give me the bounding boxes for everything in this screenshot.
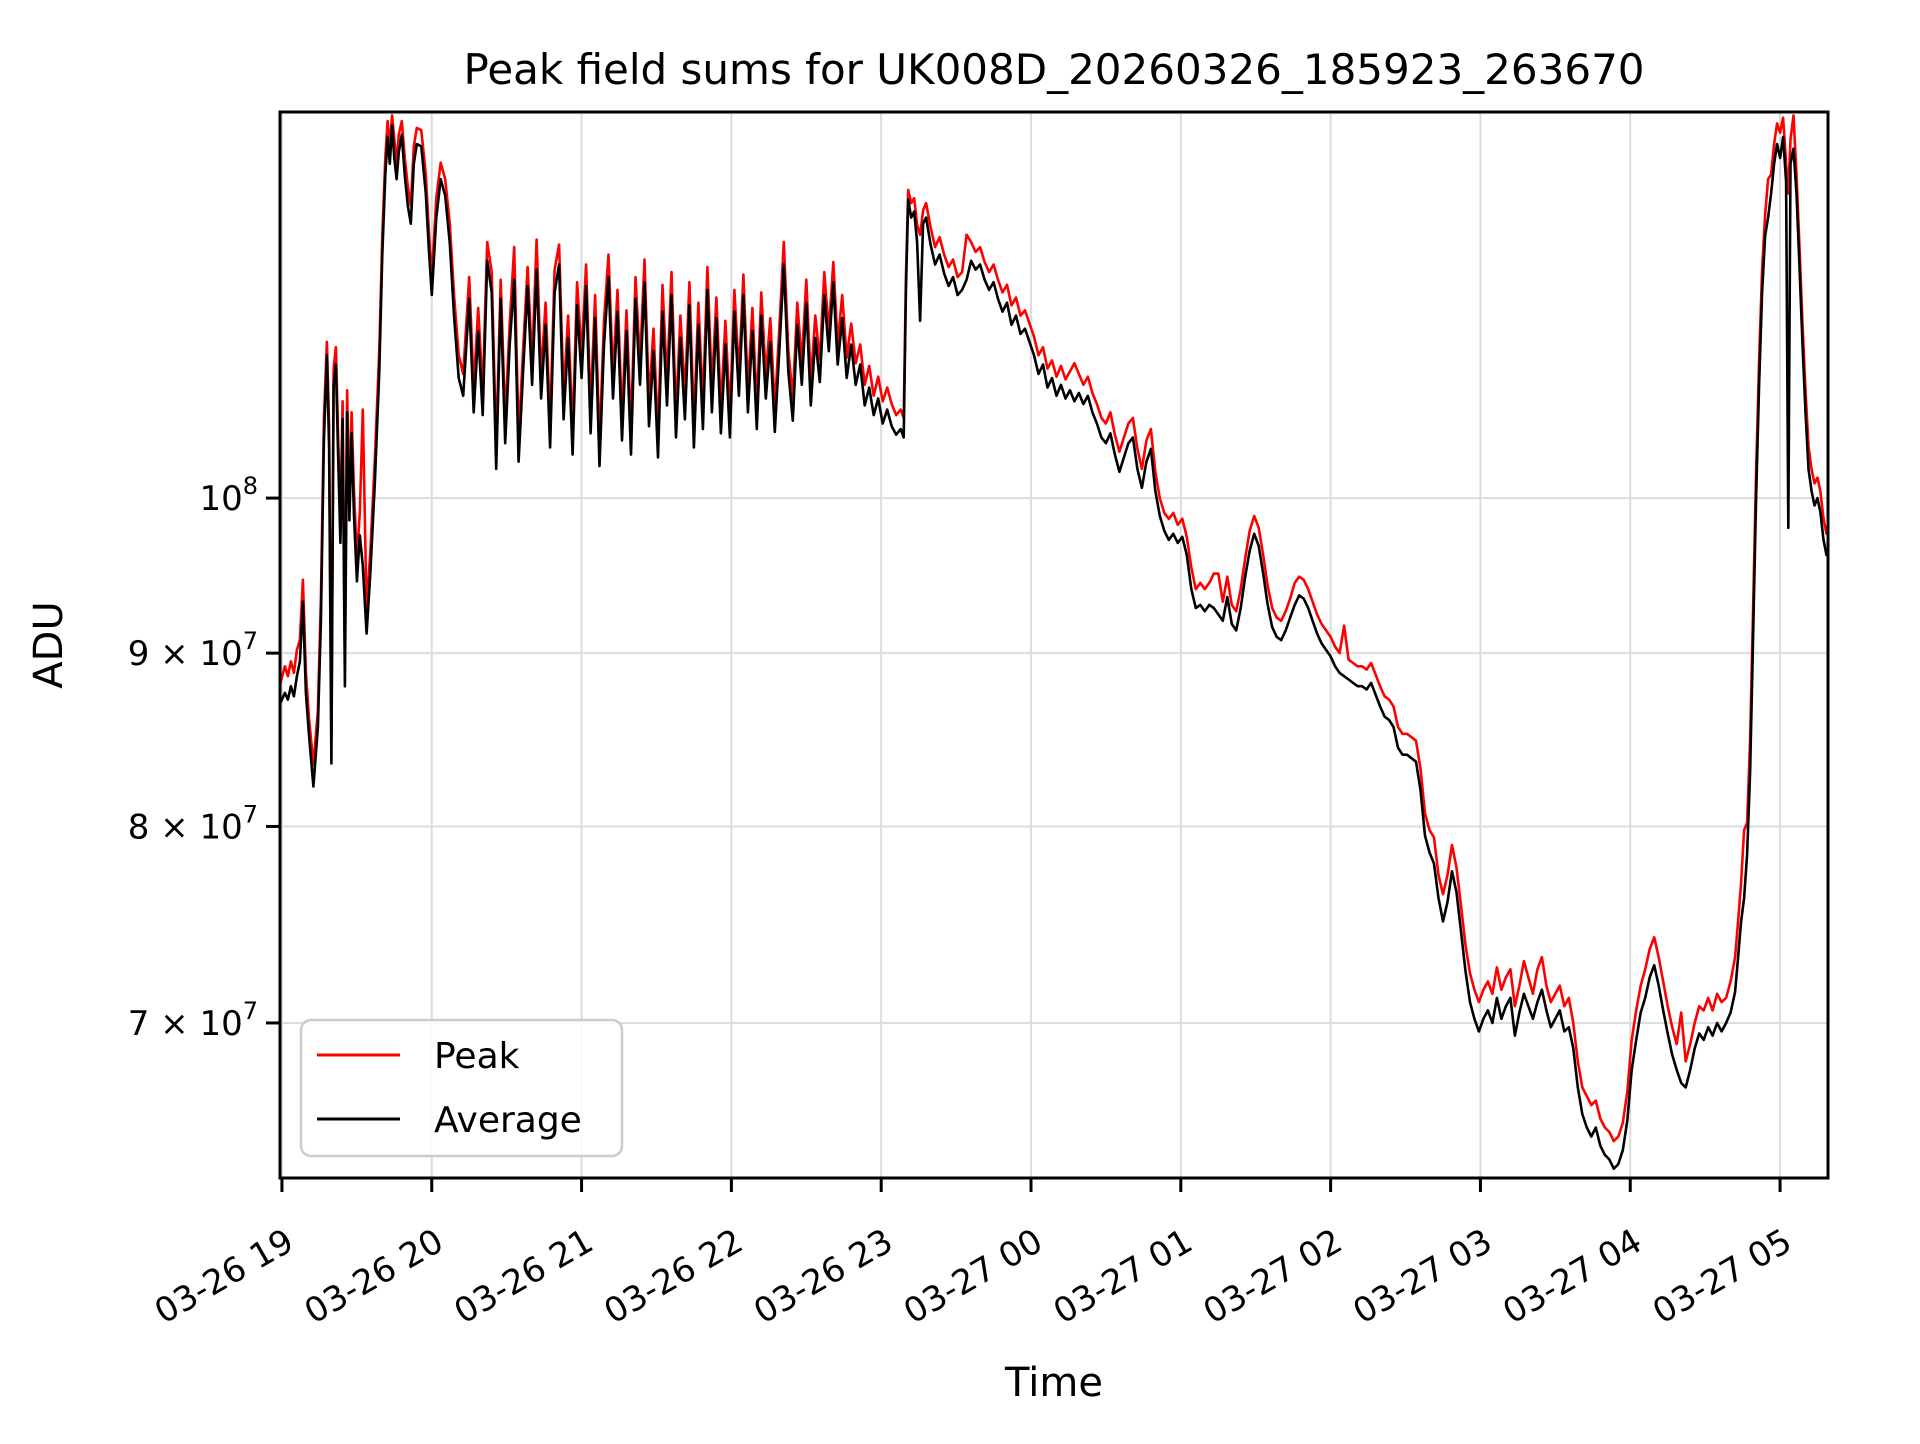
legend-label-average: Average: [434, 1100, 582, 1141]
y-tick-exponent: 8: [243, 472, 258, 500]
x-tick-label: 03-27 02: [1197, 1221, 1349, 1332]
legend-label-peak: Peak: [434, 1036, 520, 1077]
chart-title: Peak field sums for UK008D_20260326_1859…: [463, 45, 1644, 94]
y-tick-label: 8 × 107: [128, 800, 258, 847]
x-tick-label: 03-27 05: [1646, 1221, 1798, 1332]
x-axis-label: Time: [1004, 1360, 1103, 1406]
legend-entry-peak: Peak: [317, 1036, 520, 1077]
x-tick-label: 03-27 00: [897, 1221, 1049, 1332]
y-tick-exponent: 7: [243, 997, 258, 1025]
legend: Peak Average: [299, 1018, 624, 1158]
axes-spines: [278, 110, 1830, 1180]
y-tick-exponent: 7: [243, 627, 258, 655]
y-tick-label: 9 × 107: [128, 627, 258, 674]
x-tick-label: 03-27 04: [1496, 1221, 1648, 1332]
series-layer: [280, 114, 1828, 1170]
x-tick-label: 03-27 01: [1047, 1221, 1199, 1332]
x-tick-label: 03-27 03: [1347, 1221, 1499, 1332]
y-tick-label: 108: [199, 472, 258, 519]
series-line-average: [280, 124, 1828, 1170]
y-axis-label: ADU: [26, 601, 72, 688]
x-tick-label: 03-26 22: [597, 1221, 749, 1332]
grid-layer: [280, 112, 1828, 1178]
x-tick-label: 03-26 20: [298, 1221, 450, 1332]
x-tick-label: 03-26 19: [148, 1221, 300, 1332]
x-tick-label: 03-26 21: [448, 1221, 600, 1332]
legend-entry-average: Average: [317, 1100, 582, 1141]
x-tick-label: 03-26 23: [747, 1221, 899, 1332]
y-tick-label: 7 × 107: [128, 997, 258, 1044]
y-tick-exponent: 7: [243, 800, 258, 828]
